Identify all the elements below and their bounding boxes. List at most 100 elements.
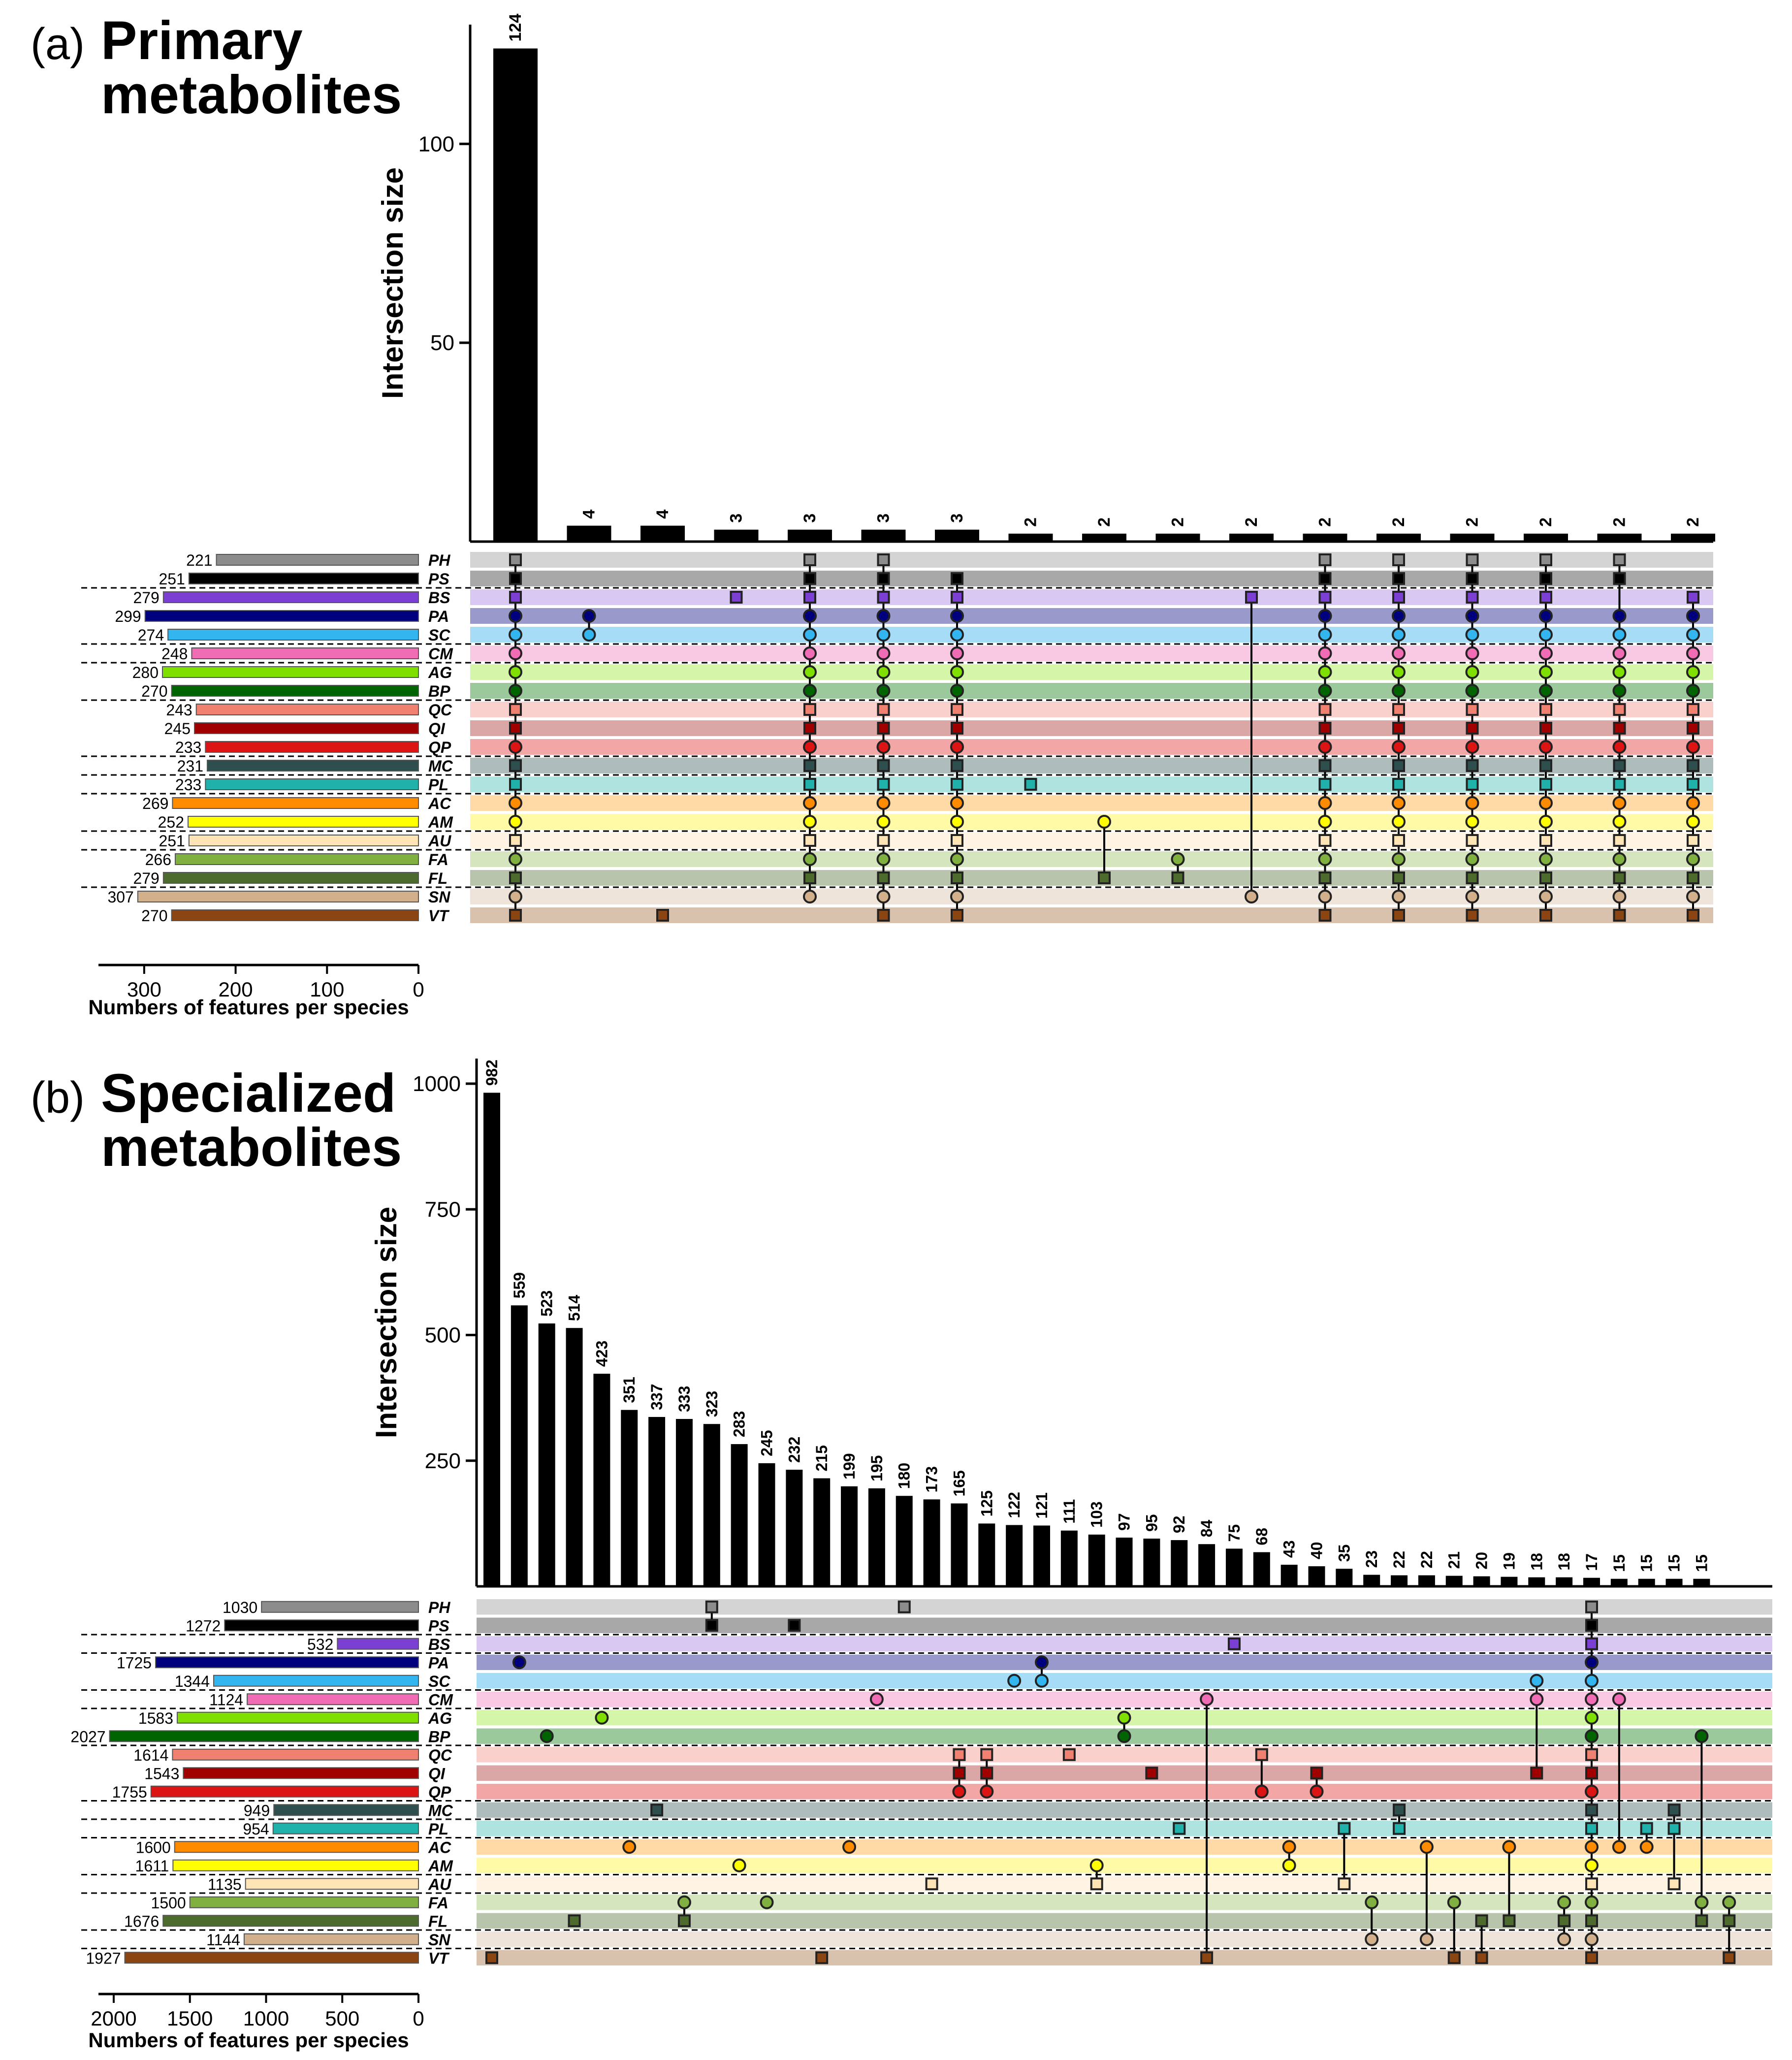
intersection-dot [951, 871, 963, 884]
intersection-dot [1539, 909, 1552, 922]
set-name: CM [428, 1691, 453, 1708]
intersection-dot [876, 684, 891, 698]
intersection-dot [877, 703, 890, 716]
intersection-dot [1613, 871, 1626, 884]
matrix-band [477, 1784, 1772, 1800]
bar-value-label: 333 [675, 1386, 693, 1412]
matrix-band [477, 1821, 1772, 1836]
bar-value-label: 124 [506, 14, 525, 42]
intersection-dot [622, 1840, 637, 1854]
intersection-dot [1687, 778, 1699, 791]
intersection-dot [803, 871, 816, 884]
panel-b: (b) Specializedmetabolites2505007501000In… [31, 1059, 1772, 2052]
bar-value-label: 18 [1528, 1553, 1545, 1571]
set-axis-label: Numbers of features per species [88, 2028, 409, 2052]
intersection-dot [1687, 834, 1699, 847]
intersection-dot [1539, 759, 1552, 772]
bar-value-label: 423 [593, 1341, 610, 1367]
set-name: AG [428, 664, 452, 681]
set-name: FA [428, 1894, 448, 1912]
intersection-dot [1318, 852, 1332, 866]
set-size-label: 279 [133, 589, 159, 607]
intersection-dot [1585, 1748, 1598, 1761]
panel-title-line-2: metabolites [101, 64, 402, 125]
intersection-dot [950, 815, 964, 829]
intersection-dot [1318, 646, 1332, 660]
intersection-dot [1639, 1840, 1654, 1854]
intersection-dot [951, 722, 963, 735]
intersection-dot [1062, 1748, 1076, 1761]
bar-value-label: 21 [1445, 1551, 1463, 1569]
matrix-band [477, 1802, 1772, 1818]
set-size-label: 243 [166, 701, 192, 719]
intersection-dot [1667, 1877, 1681, 1891]
intersection-dot [1585, 1840, 1599, 1854]
intersection-dot [1723, 1951, 1736, 1964]
set-size-bar [272, 1822, 419, 1835]
bar [786, 1470, 803, 1586]
bar [1610, 1578, 1628, 1586]
set-name: SC [428, 626, 450, 644]
intersection-dot [1686, 815, 1700, 829]
set-name: QC [428, 1746, 452, 1764]
set-name: CM [428, 645, 453, 663]
intersection-dot [876, 646, 891, 660]
set-size-bar [137, 891, 419, 902]
bar-value-label: 2 [1536, 517, 1555, 527]
intersection-dot [1558, 1914, 1571, 1928]
intersection-dot [1465, 628, 1479, 642]
intersection-dot [803, 740, 817, 754]
intersection-dot [1466, 759, 1479, 772]
intersection-dot [1200, 1692, 1214, 1706]
matrix-band [477, 1673, 1772, 1689]
bar-value-label: 523 [538, 1290, 556, 1317]
set-size-bar [171, 685, 419, 697]
set-size-label: 252 [158, 813, 184, 831]
intersection-dot [1557, 1932, 1571, 1946]
intersection-dot [980, 1748, 993, 1761]
set-name: SC [428, 1673, 450, 1690]
bar-value-label: 121 [1033, 1492, 1051, 1518]
bar [1473, 1576, 1490, 1586]
intersection-dot [1539, 553, 1552, 566]
bar [1253, 1552, 1270, 1586]
bar [1665, 1578, 1683, 1586]
intersection-dot [1695, 1914, 1708, 1928]
bar [640, 525, 685, 542]
set-axis-label: Numbers of features per species [88, 996, 409, 1019]
intersection-dot [509, 852, 522, 866]
set-size-label: 1927 [86, 1949, 121, 1967]
set-size-bar [155, 1656, 419, 1669]
set-name: PH [428, 551, 450, 569]
bar-value-label: 40 [1308, 1542, 1326, 1560]
set-size-label: 274 [138, 626, 164, 644]
set-size-bar [109, 1730, 419, 1742]
bar [1528, 1577, 1545, 1586]
matrix-band [470, 608, 1713, 624]
set-size-bar [195, 704, 419, 715]
set-name: PS [428, 1617, 449, 1635]
intersection-dot [1365, 1895, 1379, 1909]
intersection-dot [1465, 646, 1479, 660]
set-size-bar [273, 1804, 419, 1816]
bar [593, 1374, 610, 1586]
intersection-dot [1465, 852, 1479, 866]
bar [951, 1503, 968, 1586]
bar [1391, 1575, 1408, 1586]
bar-value-label: 2 [1463, 517, 1482, 527]
intersection-dot [509, 796, 522, 810]
intersection-dot [951, 834, 963, 847]
bar-value-label: 84 [1198, 1519, 1216, 1537]
intersection-dot [677, 1895, 691, 1909]
intersection-dot [1613, 703, 1626, 716]
intersection-dot [1585, 1600, 1598, 1613]
intersection-dot [876, 665, 891, 679]
bar [1303, 533, 1347, 542]
set-name: SN [428, 888, 450, 906]
intersection-dot [656, 909, 669, 922]
intersection-dot [1539, 740, 1553, 754]
intersection-dot [815, 1951, 829, 1964]
intersection-dot [1585, 1877, 1598, 1891]
bar-value-label: 15 [1693, 1554, 1710, 1572]
intersection-dot [540, 1729, 554, 1743]
